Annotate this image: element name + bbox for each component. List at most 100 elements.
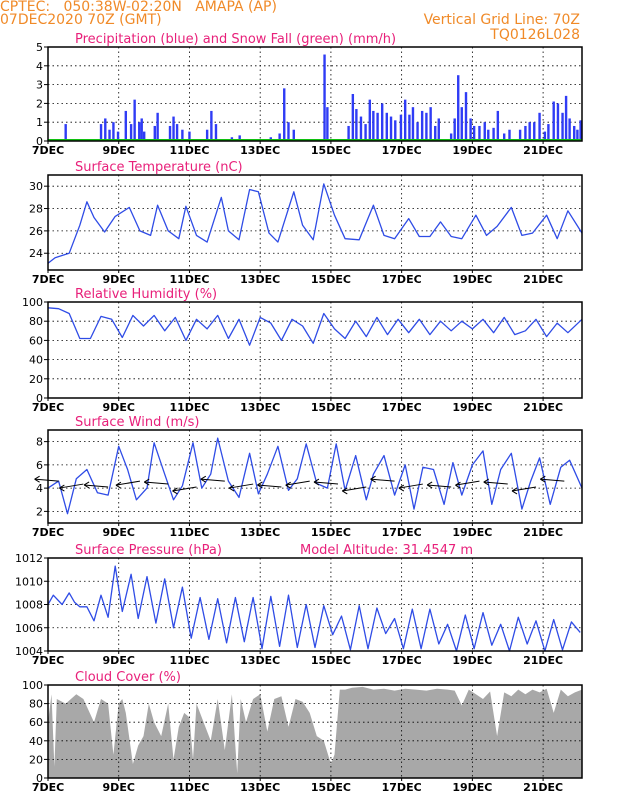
- plot-area: [48, 302, 582, 398]
- precip-bar: [188, 131, 191, 141]
- panel-1: [44, 46, 583, 144]
- plot-area: [48, 175, 582, 270]
- x-tick-label: 11DEC: [169, 401, 209, 414]
- y-tick-label: 4: [36, 482, 43, 495]
- precip-bar: [568, 118, 571, 141]
- wind-arrow: [172, 486, 197, 492]
- panel-4: [34, 429, 583, 526]
- x-tick-label: 17DEC: [382, 273, 422, 286]
- precip-bar: [403, 99, 407, 141]
- precip-bar: [389, 116, 393, 141]
- x-tick-label: 13DEC: [240, 654, 280, 667]
- y-tick-label: 60: [29, 716, 43, 729]
- x-tick-label: 9DEC: [103, 526, 135, 539]
- wind-arrow: [229, 483, 254, 489]
- precip-bar: [351, 94, 355, 141]
- wind-arrowhead: [143, 478, 150, 486]
- x-tick-label: 19DEC: [452, 401, 492, 414]
- y-tick-label: 30: [29, 180, 43, 193]
- x-tick-label: 15DEC: [311, 526, 351, 539]
- precip-bar: [420, 110, 424, 141]
- x-tick-label: 11DEC: [169, 781, 209, 794]
- y-tick-label: 2: [36, 505, 43, 518]
- precip-bar: [368, 99, 372, 141]
- header-datetime: 07DEC2020 70Z (GMT): [0, 12, 162, 28]
- precip-bar: [175, 124, 179, 141]
- wind-arrowhead: [200, 475, 207, 483]
- x-tick-label: 11DEC: [169, 144, 209, 157]
- precip-bar: [483, 122, 486, 141]
- wind-arrow: [313, 481, 339, 485]
- wind-arrowhead: [511, 487, 518, 495]
- y-tick-label: 1008: [15, 599, 43, 612]
- y-tick-label: 8: [36, 436, 43, 449]
- precip-bar: [355, 109, 358, 141]
- y-tick-label: 6: [36, 459, 43, 472]
- precip-bar: [408, 114, 411, 141]
- x-tick-label: 19DEC: [452, 273, 492, 286]
- precip-bar: [108, 129, 111, 141]
- y-tick-label: 1004: [15, 645, 43, 658]
- wind-arrow: [115, 480, 141, 486]
- wind-arrow: [34, 478, 59, 482]
- plot-frame: [47, 684, 583, 779]
- precip-bar: [460, 107, 463, 141]
- wind-arrowhead: [370, 475, 376, 483]
- x-tick-label: 13DEC: [240, 401, 280, 414]
- precip-bar: [238, 135, 241, 141]
- chart-title: Relative Humidity (%): [75, 287, 217, 302]
- wind-arrow: [483, 481, 508, 485]
- wind-arrowhead: [342, 487, 348, 495]
- precip-bar: [547, 124, 550, 141]
- x-tick-label: 17DEC: [382, 144, 422, 157]
- x-tick-label: 9DEC: [103, 273, 135, 286]
- y-tick-label: 1012: [15, 552, 43, 565]
- precip-bar: [579, 120, 582, 141]
- wind-arrow: [398, 483, 423, 489]
- x-tick-label: 17DEC: [382, 781, 422, 794]
- precip-bar: [112, 122, 115, 141]
- precip-bar: [133, 99, 136, 141]
- precip-bar: [364, 124, 367, 141]
- chart-title: Surface Pressure (hPa): [75, 543, 222, 558]
- x-tick-label: 7DEC: [32, 526, 64, 539]
- precip-bar: [278, 133, 281, 141]
- precip-bar: [64, 124, 67, 141]
- y-tick-label: 100: [22, 679, 43, 692]
- precip-bar: [168, 125, 172, 141]
- precip-bar: [205, 129, 209, 141]
- x-tick-label: 19DEC: [452, 654, 492, 667]
- series-line: [47, 437, 583, 515]
- precip-bar: [472, 125, 476, 141]
- panel-5: [44, 557, 583, 654]
- x-tick-label: 9DEC: [103, 654, 135, 667]
- x-tick-label: 21DEC: [523, 781, 563, 794]
- precip-bar: [376, 112, 379, 141]
- precip-bar: [380, 103, 384, 141]
- x-tick-label: 17DEC: [382, 401, 422, 414]
- x-tick-label: 11DEC: [169, 526, 209, 539]
- precip-bar: [449, 133, 453, 141]
- x-tick-label: 7DEC: [32, 401, 64, 414]
- x-tick-label: 9DEC: [103, 144, 135, 157]
- wind-arrowhead: [257, 481, 263, 489]
- precip-bar: [99, 124, 103, 141]
- x-tick-label: 13DEC: [240, 273, 280, 286]
- precip-bar: [210, 110, 213, 141]
- plot-frame: [47, 429, 583, 524]
- precip-bar: [124, 110, 128, 141]
- chart-title: Surface Temperature (nC): [75, 160, 243, 175]
- y-tick-label: 80: [29, 698, 43, 711]
- wind-arrowhead: [285, 481, 291, 489]
- precip-bar: [287, 122, 290, 141]
- y-tick-label: 5: [36, 41, 43, 54]
- y-tick-label: 80: [29, 315, 43, 328]
- y-tick-label: 2: [36, 97, 43, 110]
- precip-bar: [492, 127, 495, 141]
- precip-bar: [543, 131, 547, 141]
- wind-arrow: [285, 480, 310, 486]
- precip-bar: [576, 129, 579, 141]
- header-grid-note: Vertical Grid Line: 70Z: [423, 12, 580, 28]
- precip-bar: [457, 75, 460, 141]
